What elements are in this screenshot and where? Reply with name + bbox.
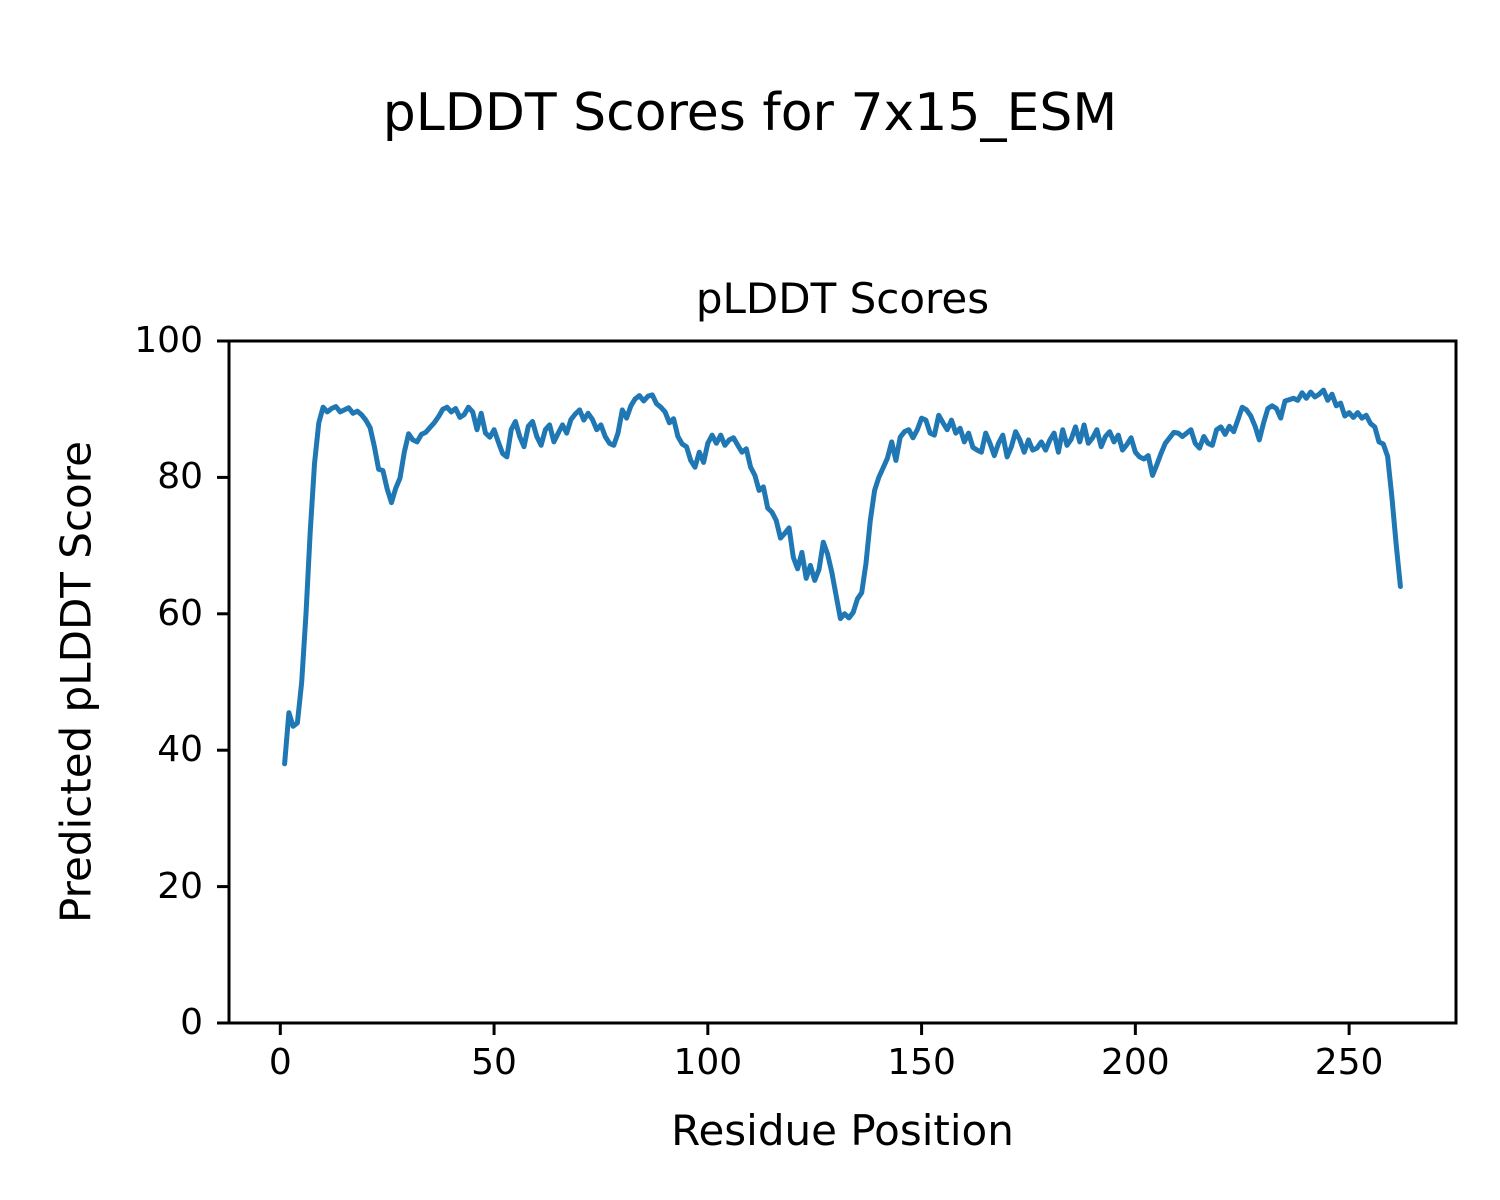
y-tick-label: 40	[157, 729, 203, 771]
plot-frame	[227, 339, 1458, 1025]
y-axis-label: Predicted pLDDT Score	[51, 441, 101, 923]
plddt-line	[282, 387, 1403, 767]
x-tick-label: 50	[471, 1042, 517, 1083]
figure-title: pLDDT Scores for 7x15_ESM	[382, 83, 1118, 143]
x-tick-label: 0	[268, 1042, 292, 1083]
y-tick-label: 0	[180, 1002, 203, 1043]
x-tick-label: 200	[1100, 1042, 1170, 1083]
axes-title: pLDDT Scores	[695, 274, 990, 323]
x-tick-label: 150	[887, 1042, 956, 1083]
y-tick-label: 100	[134, 320, 203, 361]
x-tick-label: 250	[1314, 1042, 1384, 1083]
x-tick-label: 100	[673, 1042, 743, 1083]
y-tick-label: 60	[157, 592, 203, 634]
y-tick-label: 80	[157, 456, 203, 498]
x-axis-label: Residue Position	[671, 1106, 1014, 1155]
y-tick-label: 20	[157, 865, 203, 907]
